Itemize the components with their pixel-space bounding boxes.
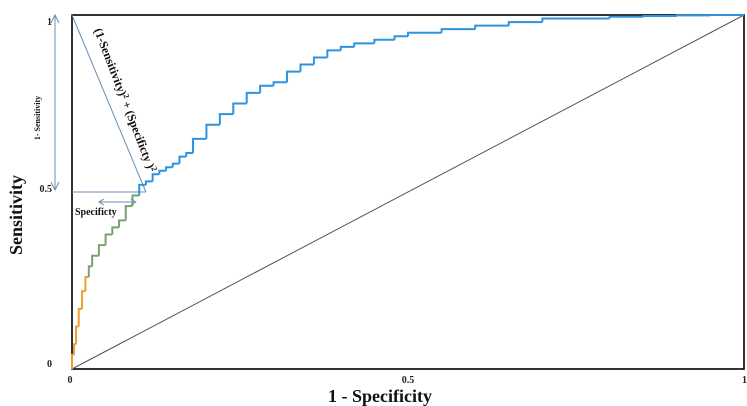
roc-segment	[124, 205, 133, 221]
roc-segment	[87, 265, 93, 277]
roc-segment	[353, 42, 375, 47]
roc-segment	[407, 31, 442, 37]
roc-segment	[440, 28, 476, 33]
arrow-v-head-bottom	[50, 181, 60, 192]
formula-part-2: + (Specificty )	[118, 96, 158, 170]
roc-segment	[71, 353, 75, 369]
roc-segment	[232, 102, 247, 115]
roc-segment	[205, 123, 220, 139]
roc-segment	[165, 166, 173, 171]
roc-segment	[73, 343, 77, 355]
roc-segment	[138, 183, 146, 196]
roc-segment	[91, 254, 99, 267]
formula-exp-1: 2	[122, 92, 132, 99]
x-tick-label: 0.5	[402, 375, 415, 386]
roc-segment	[171, 162, 180, 168]
x-axis-title: 1 - Specificity	[328, 386, 432, 406]
roc-segment	[507, 21, 543, 26]
arrow-h-head-left	[97, 198, 105, 206]
specificity-arrow	[97, 198, 137, 206]
roc-segment	[326, 49, 341, 58]
roc-segment	[185, 152, 193, 157]
roc-segment	[339, 45, 355, 51]
distance-formula-label: (1-Sensitivity)2 + (Specificty )2	[91, 26, 159, 174]
roc-segment	[608, 15, 644, 19]
roc-segment	[218, 113, 234, 125]
roc-segment	[541, 17, 576, 23]
y-tick-label: 0.5	[40, 184, 53, 195]
specificity-label: Specificty	[75, 207, 117, 218]
roc-segment	[151, 173, 160, 182]
roc-segment	[118, 219, 126, 228]
roc-segment	[642, 15, 677, 18]
x-tick-label: 1	[742, 375, 747, 386]
roc-segment	[259, 84, 274, 93]
formula-part-1: (1-Sensitivity)	[91, 26, 130, 98]
roc-segment	[111, 226, 120, 235]
roc-segment	[373, 38, 395, 44]
roc-segment	[75, 325, 79, 345]
roc-segment	[312, 56, 328, 65]
roc-segment	[131, 194, 140, 207]
roc-segment	[272, 81, 288, 86]
roc-segment	[104, 233, 113, 246]
y-tick-label: 0	[47, 359, 52, 370]
roc-segment	[286, 70, 301, 83]
roc-segment	[675, 14, 711, 17]
x-tick-labels: 0 0.5 1	[68, 375, 747, 386]
formula-exp-2: 2	[150, 165, 160, 172]
roc-segment	[81, 290, 86, 309]
roc-segment	[178, 155, 187, 164]
roc-segment	[97, 244, 106, 256]
roc-segment	[191, 137, 207, 154]
arrow-v-head-top	[50, 13, 60, 24]
reference-diagonal-line	[71, 14, 745, 370]
roc-segment	[144, 180, 153, 185]
roc-segment	[299, 63, 314, 72]
roc-segment	[84, 275, 89, 292]
roc-segment	[474, 24, 509, 30]
distance-hypotenuse-line	[71, 14, 147, 193]
y-tick-labels: 00.51	[40, 17, 53, 370]
x-tick-label: 0	[68, 375, 73, 386]
roc-segment	[393, 35, 408, 40]
one-minus-sensitivity-arrow	[50, 13, 60, 192]
y-tick-label: 1	[47, 17, 52, 28]
roc-segment	[245, 91, 261, 104]
roc-curve	[71, 14, 744, 369]
roc-segment	[77, 307, 83, 327]
y-axis-title: Sensitivity	[6, 175, 26, 255]
one-minus-sensitivity-label: 1- Sensitivity	[33, 96, 42, 140]
roc-segment	[158, 169, 167, 175]
